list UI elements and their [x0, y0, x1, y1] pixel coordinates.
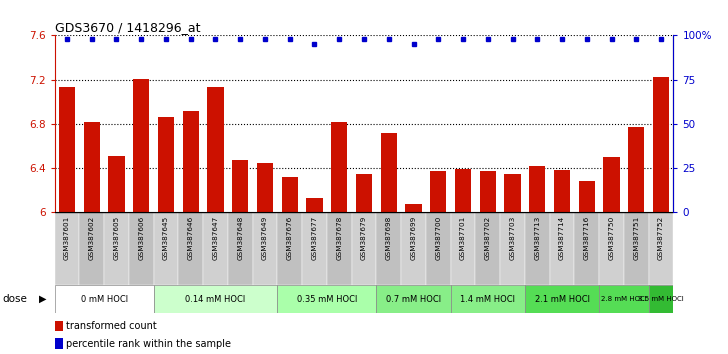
Bar	[579, 181, 595, 212]
Bar	[480, 171, 496, 212]
Bar	[183, 110, 199, 212]
Text: 1.4 mM HOCl: 1.4 mM HOCl	[460, 295, 515, 304]
Bar	[599, 285, 649, 313]
Bar	[203, 212, 228, 285]
Text: 0 mM HOCl: 0 mM HOCl	[81, 295, 127, 304]
Text: GSM387676: GSM387676	[287, 216, 293, 260]
Text: GSM387679: GSM387679	[361, 216, 367, 260]
Bar	[55, 338, 63, 349]
Text: 2.8 mM HOCl: 2.8 mM HOCl	[601, 296, 646, 302]
Bar	[405, 204, 422, 212]
Bar	[277, 212, 302, 285]
Bar	[356, 174, 372, 212]
Bar	[55, 212, 79, 285]
Bar	[158, 117, 174, 212]
Text: GSM387701: GSM387701	[460, 216, 466, 260]
Text: 0.35 mM HOCl: 0.35 mM HOCl	[297, 295, 357, 304]
Bar	[529, 166, 545, 212]
Bar	[257, 162, 273, 212]
Bar	[327, 212, 352, 285]
Bar	[525, 212, 550, 285]
Bar	[104, 212, 129, 285]
Text: percentile rank within the sample: percentile rank within the sample	[66, 339, 232, 349]
Bar	[55, 320, 63, 331]
Text: 0.14 mM HOCl: 0.14 mM HOCl	[186, 295, 245, 304]
Bar	[277, 285, 376, 313]
Bar	[228, 212, 253, 285]
Text: GSM387714: GSM387714	[559, 216, 565, 260]
Bar	[649, 212, 673, 285]
Text: GSM387602: GSM387602	[89, 216, 95, 260]
Bar	[628, 127, 644, 212]
Bar	[59, 87, 75, 212]
Text: GSM387702: GSM387702	[485, 216, 491, 260]
Text: ▶: ▶	[39, 294, 46, 304]
Bar	[525, 285, 599, 313]
Bar	[554, 170, 570, 212]
Bar	[207, 87, 223, 212]
Text: transformed count: transformed count	[66, 321, 157, 331]
Text: GSM387601: GSM387601	[64, 216, 70, 260]
Bar	[376, 285, 451, 313]
Text: GSM387648: GSM387648	[237, 216, 243, 260]
Bar	[253, 212, 277, 285]
Text: GSM387752: GSM387752	[658, 216, 664, 260]
Text: GSM387645: GSM387645	[163, 216, 169, 260]
Text: GSM387646: GSM387646	[188, 216, 194, 260]
Bar	[451, 212, 475, 285]
Bar	[381, 133, 397, 212]
Text: GSM387698: GSM387698	[386, 216, 392, 260]
Bar	[653, 78, 669, 212]
Bar	[599, 212, 624, 285]
Bar	[649, 285, 673, 313]
Bar	[232, 160, 248, 212]
Bar	[624, 212, 649, 285]
Bar	[426, 212, 451, 285]
Bar	[505, 174, 521, 212]
Bar	[154, 285, 277, 313]
Bar	[475, 212, 500, 285]
Bar	[306, 198, 323, 212]
Text: GSM387678: GSM387678	[336, 216, 342, 260]
Bar	[154, 212, 178, 285]
Bar	[108, 156, 124, 212]
Bar	[331, 122, 347, 212]
Text: GSM387751: GSM387751	[633, 216, 639, 260]
Bar	[604, 157, 620, 212]
Text: GSM387700: GSM387700	[435, 216, 441, 260]
Text: GSM387703: GSM387703	[510, 216, 515, 260]
Bar	[451, 285, 525, 313]
Bar	[84, 122, 100, 212]
Bar	[178, 212, 203, 285]
Bar	[129, 212, 154, 285]
Bar	[282, 177, 298, 212]
Bar	[79, 212, 104, 285]
Bar	[55, 285, 154, 313]
Text: dose: dose	[2, 294, 27, 304]
Text: GSM387605: GSM387605	[114, 216, 119, 260]
Text: GSM387713: GSM387713	[534, 216, 540, 260]
Bar	[574, 212, 599, 285]
Text: GSM387699: GSM387699	[411, 216, 416, 260]
Text: GSM387716: GSM387716	[584, 216, 590, 260]
Bar	[352, 212, 376, 285]
Bar	[430, 171, 446, 212]
Bar	[302, 212, 327, 285]
Bar	[455, 169, 471, 212]
Text: GSM387647: GSM387647	[213, 216, 218, 260]
Text: GSM387677: GSM387677	[312, 216, 317, 260]
Text: GSM387750: GSM387750	[609, 216, 614, 260]
Text: GDS3670 / 1418296_at: GDS3670 / 1418296_at	[55, 21, 200, 34]
Text: 2.1 mM HOCl: 2.1 mM HOCl	[534, 295, 590, 304]
Bar	[376, 212, 401, 285]
Bar	[550, 212, 574, 285]
Text: 0.7 mM HOCl: 0.7 mM HOCl	[386, 295, 441, 304]
Bar	[401, 212, 426, 285]
Text: GSM387649: GSM387649	[262, 216, 268, 260]
Bar	[133, 79, 149, 212]
Bar	[500, 212, 525, 285]
Text: 3.5 mM HOCl: 3.5 mM HOCl	[638, 296, 684, 302]
Text: GSM387606: GSM387606	[138, 216, 144, 260]
